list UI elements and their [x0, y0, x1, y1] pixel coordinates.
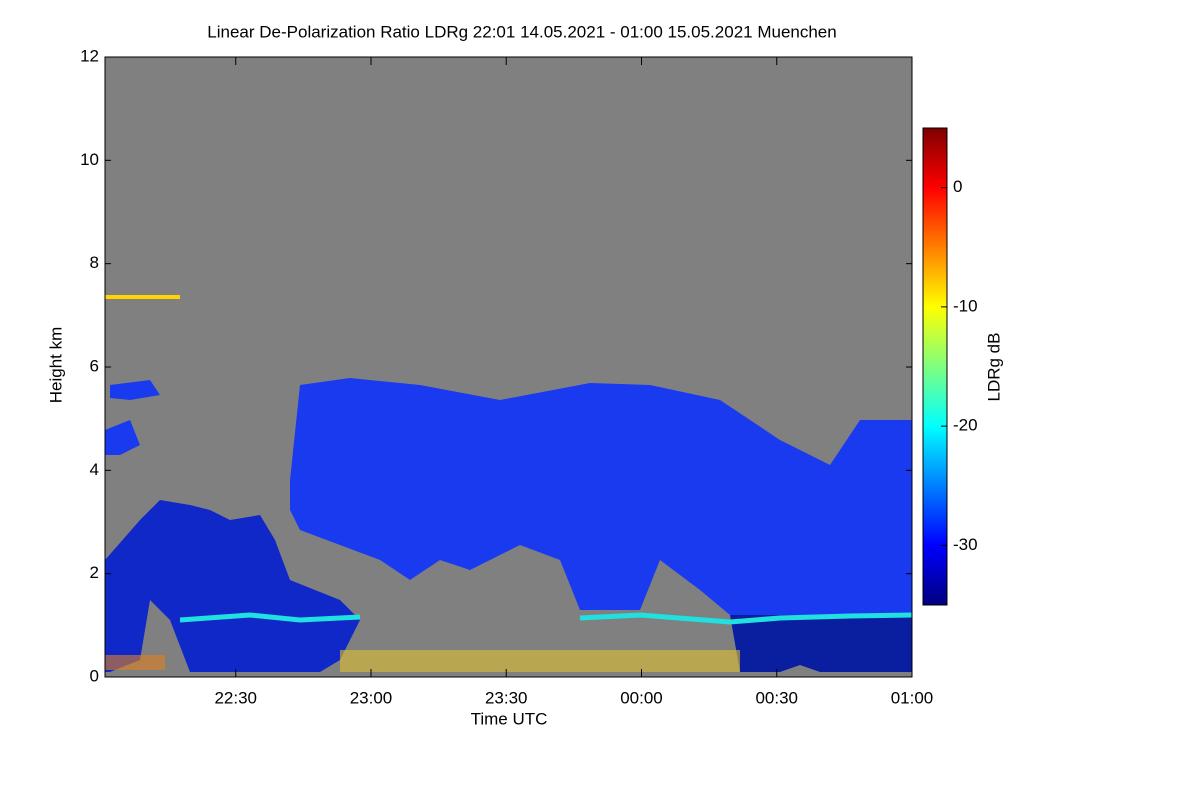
y-tick-label: 0 — [90, 666, 99, 685]
y-axis-label: Height km — [46, 327, 65, 404]
aerosol-layer — [179, 612, 361, 623]
x-tick-label: 00:00 — [620, 688, 663, 707]
colorbar — [922, 127, 948, 606]
x-tick-label: 01:00 — [891, 688, 934, 707]
boundary-layer — [730, 615, 912, 672]
colorbar-tick-label: 0 — [953, 177, 962, 196]
cloud — [290, 378, 912, 615]
y-tick-label: 4 — [90, 460, 99, 479]
chart-title: Linear De-Polarization Ratio LDRg 22:01 … — [207, 22, 836, 41]
lidar-field — [105, 295, 913, 672]
colorbar-tick-label: -30 — [953, 535, 978, 554]
y-tick-label: 10 — [80, 150, 99, 169]
aerosol-layer — [579, 612, 913, 625]
colorbar-label: LDRg dB — [984, 333, 1003, 402]
noise — [340, 650, 740, 672]
x-tick-label: 23:00 — [350, 688, 393, 707]
x-tick-label: 23:30 — [485, 688, 528, 707]
x-tick-label: 00:30 — [755, 688, 798, 707]
x-tick-label: 22:30 — [214, 688, 257, 707]
noise — [105, 655, 165, 670]
colorbar-tick-label: -10 — [953, 296, 978, 315]
colorbar-tick-label: -20 — [953, 416, 978, 435]
y-tick-label: 12 — [80, 46, 99, 65]
y-tick-label: 8 — [90, 253, 99, 272]
cloud — [105, 500, 360, 672]
x-axis-label: Time UTC — [471, 709, 548, 728]
y-tick-label: 6 — [90, 356, 99, 375]
cloud — [110, 380, 160, 400]
y-tick-label: 2 — [90, 563, 99, 582]
noise — [105, 295, 180, 299]
cloud — [105, 420, 140, 455]
